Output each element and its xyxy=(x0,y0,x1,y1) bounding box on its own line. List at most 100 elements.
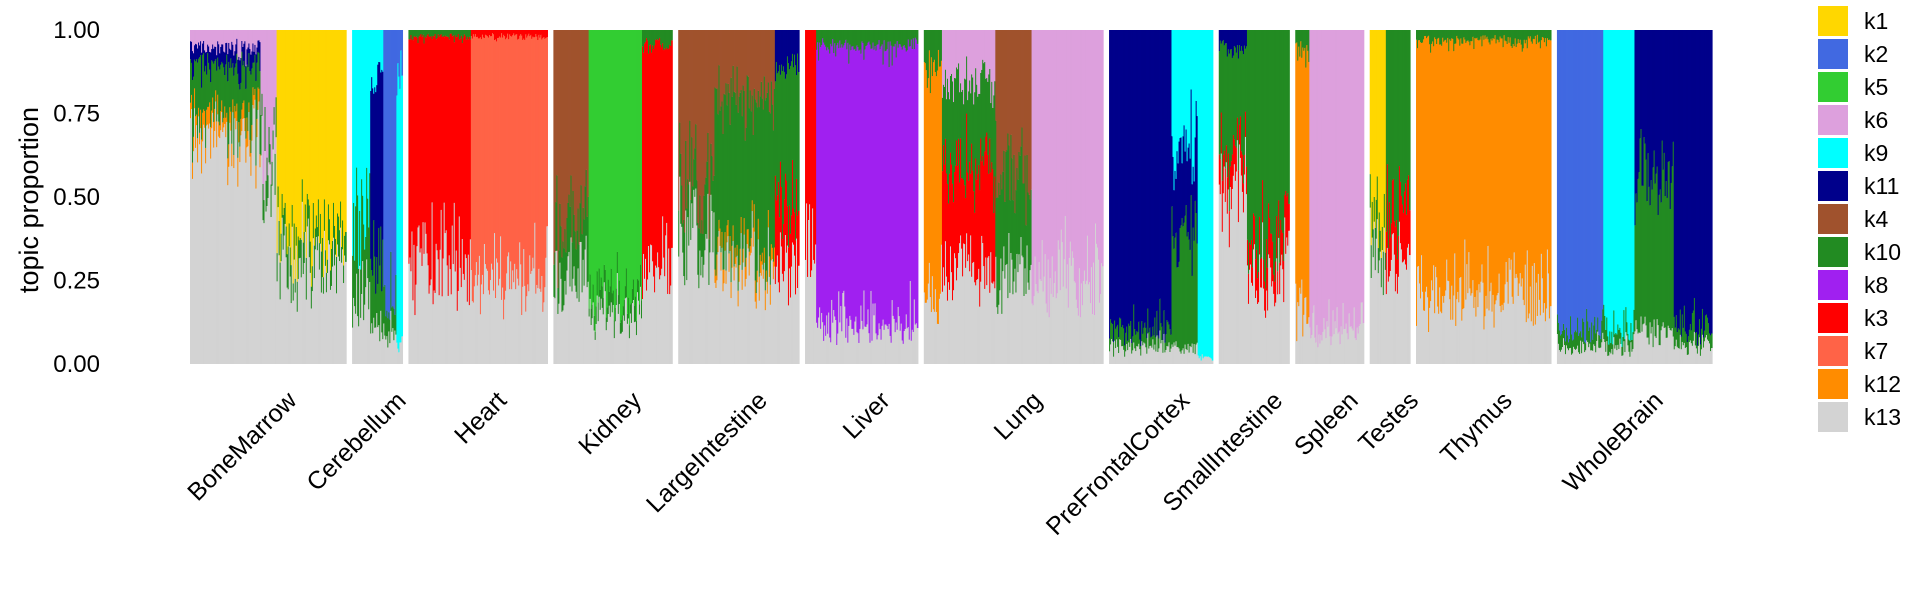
cell-column xyxy=(946,30,949,364)
topic-bar-k13 xyxy=(727,236,730,364)
cell-column xyxy=(557,30,560,364)
cell-column xyxy=(1141,30,1143,364)
topic-bar-k13 xyxy=(1451,285,1453,364)
cell-column xyxy=(597,30,600,364)
topic-bar-k13 xyxy=(1137,346,1139,364)
topic-bar-k10 xyxy=(232,63,234,100)
cell-column xyxy=(811,30,813,364)
cell-column xyxy=(226,30,228,364)
topic-bar-k13 xyxy=(1443,302,1445,364)
topic-bar-k6 xyxy=(1092,30,1095,263)
topic-bar-k3 xyxy=(962,178,964,277)
topic-bar-k13 xyxy=(1228,247,1231,364)
cell-column xyxy=(422,30,425,364)
topic-bar-k13 xyxy=(1350,326,1353,364)
topic-bar-k10 xyxy=(606,307,609,322)
topic-bar-k3 xyxy=(532,30,534,37)
topic-bar-k13 xyxy=(1208,357,1211,364)
topic-bar-k13 xyxy=(1424,310,1426,364)
topic-bar-k13 xyxy=(517,278,519,364)
topic-bar-k13 xyxy=(450,294,453,364)
topic-bar-k13 xyxy=(1158,348,1160,364)
topic-bar-k13 xyxy=(1356,327,1359,364)
topic-bar-k13 xyxy=(1261,287,1263,364)
topic-bar-k13 xyxy=(418,225,421,364)
topic-bar-k13 xyxy=(1388,276,1391,364)
topic-bar-k10 xyxy=(578,244,581,302)
topic-bar-k10 xyxy=(912,30,915,39)
topic-bar-k13 xyxy=(387,347,389,364)
cell-column xyxy=(847,30,849,364)
topic-bar-k7 xyxy=(505,39,507,291)
cell-column xyxy=(870,30,873,364)
topic-bar-k13 xyxy=(1037,293,1040,364)
topic-bar-k13 xyxy=(834,316,836,364)
topic-bar-k10 xyxy=(1295,30,1297,44)
topic-bar-k13 xyxy=(831,299,833,364)
cell-column xyxy=(1175,30,1178,364)
cell-column xyxy=(341,30,343,364)
topic-bar-k3 xyxy=(1269,218,1271,259)
topic-bar-k10 xyxy=(320,251,323,293)
topic-bar-k13 xyxy=(698,288,700,364)
cell-column xyxy=(1318,30,1321,364)
topic-bar-k10 xyxy=(318,243,321,270)
cell-column xyxy=(343,30,345,364)
cell-column xyxy=(612,30,615,364)
cell-column xyxy=(436,30,439,364)
topic-bar-k12 xyxy=(1455,43,1457,326)
topic-bar-k9 xyxy=(1172,30,1175,157)
topic-bar-k4 xyxy=(701,30,703,221)
cell-column xyxy=(255,30,258,364)
topic-bar-k12 xyxy=(934,72,937,290)
cell-column xyxy=(1322,30,1325,364)
topic-bar-k13 xyxy=(625,297,628,364)
cell-column xyxy=(806,30,808,364)
topic-bar-k6 xyxy=(1316,30,1319,326)
topic-bar-k4 xyxy=(732,30,735,66)
topic-bar-k8 xyxy=(889,41,892,336)
topic-bar-k8 xyxy=(835,56,837,321)
topic-bar-k10 xyxy=(372,275,374,334)
topic-bar-k10 xyxy=(345,231,347,262)
topic-bar-k11 xyxy=(238,56,240,85)
topic-bar-k3 xyxy=(426,35,429,254)
cell-column xyxy=(400,30,403,364)
cell-column xyxy=(981,30,983,364)
topic-bar-k9 xyxy=(1195,30,1198,101)
topic-bar-k11 xyxy=(1118,30,1120,338)
topic-bar-k10 xyxy=(844,30,846,43)
topic-bar-k3 xyxy=(413,36,416,245)
topic-bar-k10 xyxy=(706,161,709,239)
topic-bar-k12 xyxy=(246,117,248,148)
cell-column xyxy=(694,30,696,364)
topic-bar-k10 xyxy=(679,122,681,177)
topic-bar-k5 xyxy=(596,30,599,272)
cell-column xyxy=(1395,30,1398,364)
topic-bar-k13 xyxy=(1323,317,1326,364)
topic-bar-k8 xyxy=(839,40,841,323)
cell-column xyxy=(710,30,713,364)
topic-bar-k13 xyxy=(1101,263,1103,364)
cell-column xyxy=(1239,30,1242,364)
topic-bar-k12 xyxy=(1295,43,1297,284)
topic-bar-k11 xyxy=(248,43,251,54)
topic-bar-k4 xyxy=(734,30,737,93)
topic-bar-k10 xyxy=(862,30,865,43)
topic-bar-k13 xyxy=(1118,353,1120,364)
topic-bar-k13 xyxy=(636,292,639,364)
topic-bar-k6 xyxy=(1082,30,1085,282)
topic-bar-k10 xyxy=(1147,308,1149,334)
cell-column xyxy=(573,30,576,364)
topic-bar-k13 xyxy=(1051,256,1054,364)
topic-bar-k13 xyxy=(982,243,984,364)
topic-bar-k4 xyxy=(996,30,998,198)
cell-column xyxy=(321,30,324,364)
cell-column xyxy=(531,30,533,364)
topic-bar-k10 xyxy=(819,30,821,43)
topic-bar-k13 xyxy=(1274,306,1276,364)
cell-column xyxy=(787,30,790,364)
topic-bar-k12 xyxy=(772,261,775,280)
cell-column xyxy=(386,30,388,364)
topic-bar-k13 xyxy=(266,205,269,364)
